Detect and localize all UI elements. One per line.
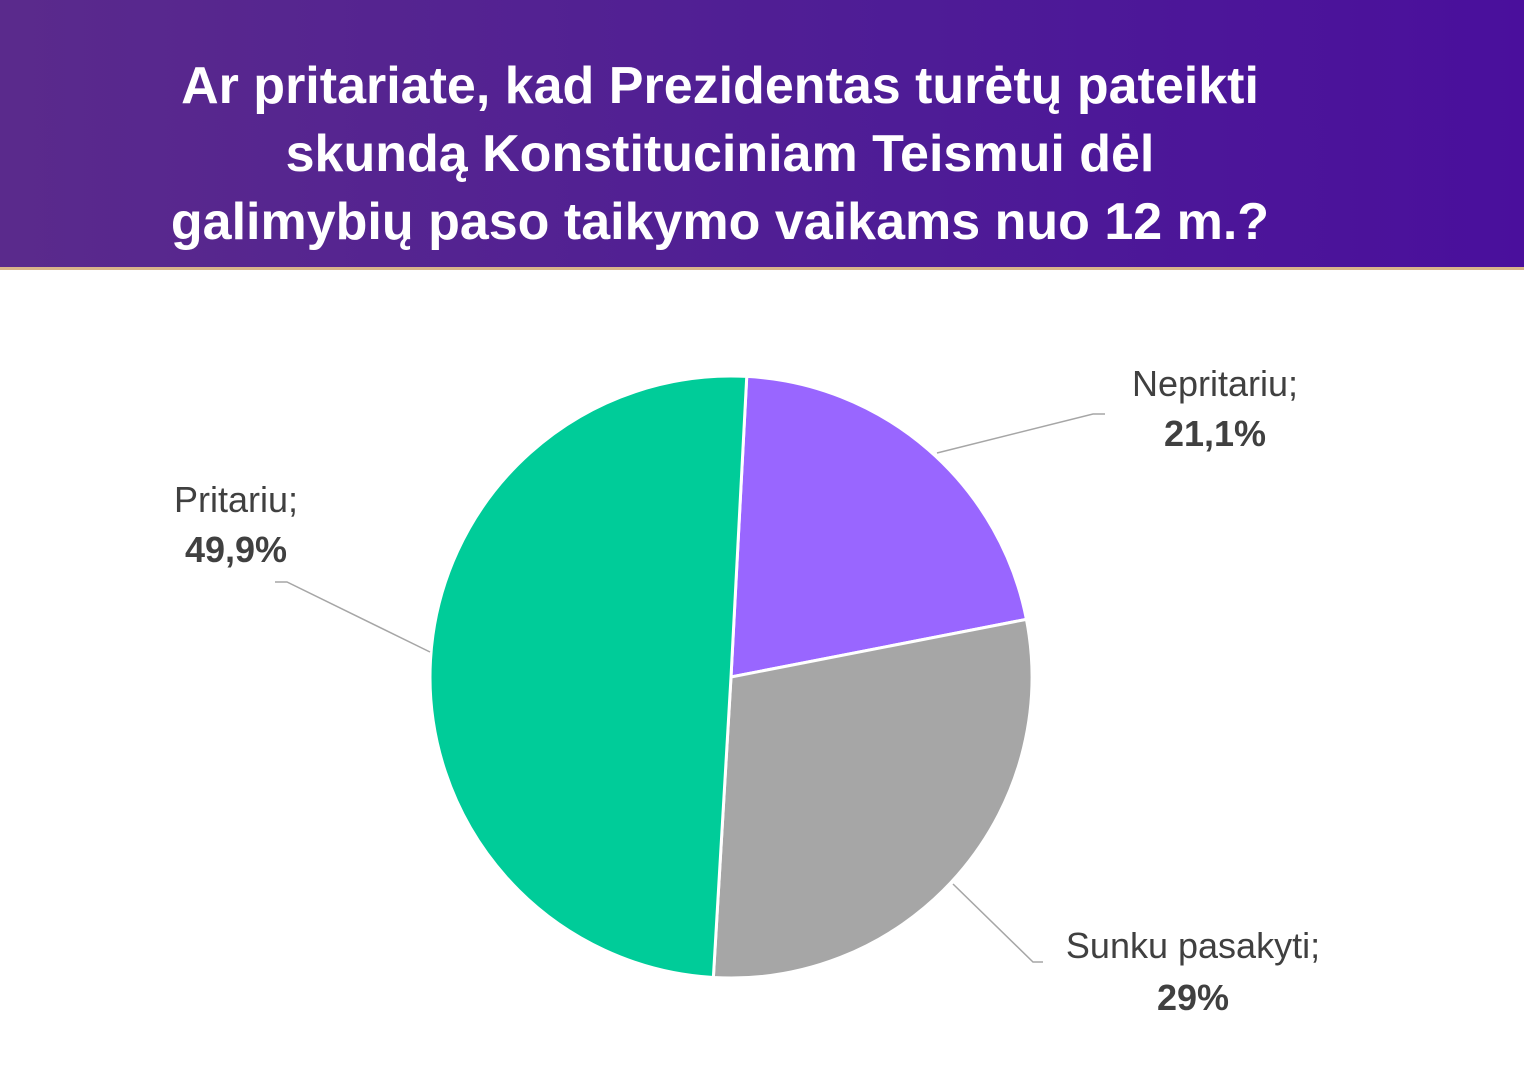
label-value-sunku-pasakyti: 29%: [1157, 977, 1229, 1018]
slice-pritariu: [428, 374, 749, 979]
title-line-3: galimybių paso taikymo vaikams nuo 12 m.…: [170, 193, 1270, 251]
slice-nepritariu: [729, 374, 1028, 679]
label-value-nepritariu: 21,1%: [1164, 413, 1266, 454]
label-name-nepritariu: Nepritariu;: [1132, 363, 1298, 404]
label-value-pritariu: 49,9%: [185, 529, 287, 570]
label-name-pritariu: Pritariu;: [174, 479, 298, 520]
leader-line-sunku-pasakyti: [952, 883, 1043, 963]
data-labels: Nepritariu; 21,1% Sunku pasakyti; 29% Pritar…: [174, 363, 1320, 1018]
leader-line-pritariu: [275, 581, 431, 653]
label-name-sunku-pasakyti: Sunku pasakyti;: [1066, 925, 1320, 966]
title-line-2: skundą Konstituciniam Teismui dėl: [285, 125, 1155, 183]
pie-slices: [428, 374, 1034, 980]
slice-sunku-pasakyti: [711, 617, 1034, 980]
header-banner: Ar pritariate, kad Prezidentas turėtų pa…: [0, 0, 1524, 270]
leader-lines: [275, 413, 1105, 963]
leader-line-nepritariu: [936, 413, 1105, 454]
chart-title: Ar pritariate, kad Prezidentas turėtų pa…: [0, 52, 1440, 256]
title-line-1: Ar pritariate, kad Prezidentas turėtų pa…: [181, 57, 1259, 115]
